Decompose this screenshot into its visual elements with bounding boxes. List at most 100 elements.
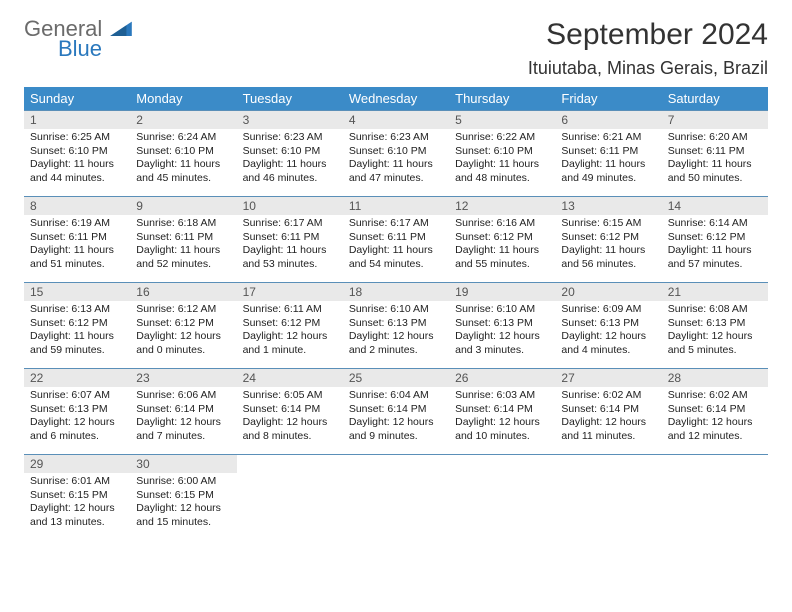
daylight-text: Daylight: 11 hours and 51 minutes. — [30, 244, 124, 271]
sunset-text: Sunset: 6:10 PM — [349, 145, 443, 159]
logo-text: General Blue — [24, 18, 132, 60]
calendar-day-cell: 20Sunrise: 6:09 AMSunset: 6:13 PMDayligh… — [555, 283, 661, 369]
sunrise-text: Sunrise: 6:17 AM — [349, 217, 443, 231]
weekday-header: Tuesday — [237, 87, 343, 111]
page-title: September 2024 — [528, 18, 768, 52]
sunrise-text: Sunrise: 6:13 AM — [30, 303, 124, 317]
day-info: Sunrise: 6:21 AMSunset: 6:11 PMDaylight:… — [555, 129, 661, 190]
calendar-day-cell — [662, 455, 768, 541]
logo-word2: Blue — [58, 38, 132, 60]
sunset-text: Sunset: 6:11 PM — [243, 231, 337, 245]
day-info: Sunrise: 6:09 AMSunset: 6:13 PMDaylight:… — [555, 301, 661, 362]
day-info: Sunrise: 6:17 AMSunset: 6:11 PMDaylight:… — [343, 215, 449, 276]
day-number: 26 — [449, 369, 555, 387]
sunrise-text: Sunrise: 6:20 AM — [668, 131, 762, 145]
sunrise-text: Sunrise: 6:02 AM — [668, 389, 762, 403]
calendar-day-cell — [237, 455, 343, 541]
sunset-text: Sunset: 6:14 PM — [668, 403, 762, 417]
calendar-day-cell — [555, 455, 661, 541]
day-number: 23 — [130, 369, 236, 387]
sunset-text: Sunset: 6:11 PM — [30, 231, 124, 245]
day-number: 22 — [24, 369, 130, 387]
sunrise-text: Sunrise: 6:22 AM — [455, 131, 549, 145]
day-info: Sunrise: 6:05 AMSunset: 6:14 PMDaylight:… — [237, 387, 343, 448]
day-number: 2 — [130, 111, 236, 129]
day-info: Sunrise: 6:10 AMSunset: 6:13 PMDaylight:… — [449, 301, 555, 362]
sunset-text: Sunset: 6:13 PM — [349, 317, 443, 331]
daylight-text: Daylight: 11 hours and 57 minutes. — [668, 244, 762, 271]
sunrise-text: Sunrise: 6:09 AM — [561, 303, 655, 317]
calendar-week-row: 15 Sunrise: 6:13 AM Sunset: 6:12 PM Dayligh… — [24, 283, 768, 369]
calendar-day-cell: 2Sunrise: 6:24 AMSunset: 6:10 PMDaylight… — [130, 111, 236, 197]
sunset-text: Sunset: 6:10 PM — [243, 145, 337, 159]
day-info: Sunrise: 6:20 AMSunset: 6:11 PMDaylight:… — [662, 129, 768, 190]
calendar-day-cell: 5Sunrise: 6:22 AMSunset: 6:10 PMDaylight… — [449, 111, 555, 197]
sunrise-text: Sunrise: 6:07 AM — [30, 389, 124, 403]
calendar-day-cell: 17Sunrise: 6:11 AMSunset: 6:12 PMDayligh… — [237, 283, 343, 369]
calendar-day-cell: 8Sunrise: 6:19 AMSunset: 6:11 PMDaylight… — [24, 197, 130, 283]
daylight-text: Daylight: 11 hours and 47 minutes. — [349, 158, 443, 185]
sunset-text: Sunset: 6:11 PM — [136, 231, 230, 245]
day-number: 8 — [24, 197, 130, 215]
daylight-text: Daylight: 12 hours and 9 minutes. — [349, 416, 443, 443]
calendar-week-row: 22Sunrise: 6:07 AMSunset: 6:13 PMDayligh… — [24, 369, 768, 455]
sunset-text: Sunset: 6:11 PM — [561, 145, 655, 159]
calendar-day-cell: 30Sunrise: 6:00 AMSunset: 6:15 PMDayligh… — [130, 455, 236, 541]
day-info: Sunrise: 6:08 AMSunset: 6:13 PMDaylight:… — [662, 301, 768, 362]
sunset-text: Sunset: 6:14 PM — [561, 403, 655, 417]
sunset-text: Sunset: 6:10 PM — [30, 145, 124, 159]
calendar-table: Sunday Monday Tuesday Wednesday Thursday… — [24, 87, 768, 541]
calendar-day-cell — [449, 455, 555, 541]
daylight-text: Daylight: 12 hours and 2 minutes. — [349, 330, 443, 357]
day-info: Sunrise: 6:02 AMSunset: 6:14 PMDaylight:… — [662, 387, 768, 448]
daylight-text: Daylight: 12 hours and 4 minutes. — [561, 330, 655, 357]
calendar-day-cell: 24Sunrise: 6:05 AMSunset: 6:14 PMDayligh… — [237, 369, 343, 455]
day-number: 21 — [662, 283, 768, 301]
day-info: Sunrise: 6:23 AMSunset: 6:10 PMDaylight:… — [343, 129, 449, 190]
sunrise-text: Sunrise: 6:01 AM — [30, 475, 124, 489]
daylight-text: Daylight: 11 hours and 53 minutes. — [243, 244, 337, 271]
sunset-text: Sunset: 6:12 PM — [243, 317, 337, 331]
sunrise-text: Sunrise: 6:04 AM — [349, 389, 443, 403]
day-number: 17 — [237, 283, 343, 301]
weekday-header: Friday — [555, 87, 661, 111]
weekday-header: Thursday — [449, 87, 555, 111]
day-info: Sunrise: 6:25 AMSunset: 6:10 PMDaylight:… — [24, 129, 130, 190]
sunset-text: Sunset: 6:14 PM — [455, 403, 549, 417]
daylight-text: Daylight: 12 hours and 13 minutes. — [30, 502, 124, 529]
sunset-text: Sunset: 6:13 PM — [30, 403, 124, 417]
day-number: 9 — [130, 197, 236, 215]
daylight-text: Daylight: 12 hours and 5 minutes. — [668, 330, 762, 357]
calendar-day-cell: 11Sunrise: 6:17 AMSunset: 6:11 PMDayligh… — [343, 197, 449, 283]
daylight-text: Daylight: 12 hours and 8 minutes. — [243, 416, 337, 443]
calendar-day-cell: 25Sunrise: 6:04 AMSunset: 6:14 PMDayligh… — [343, 369, 449, 455]
day-info: Sunrise: 6:19 AMSunset: 6:11 PMDaylight:… — [24, 215, 130, 276]
day-number: 27 — [555, 369, 661, 387]
day-number: 4 — [343, 111, 449, 129]
calendar-day-cell: 27Sunrise: 6:02 AMSunset: 6:14 PMDayligh… — [555, 369, 661, 455]
sunset-text: Sunset: 6:14 PM — [243, 403, 337, 417]
day-number: 3 — [237, 111, 343, 129]
logo: General Blue — [24, 18, 132, 60]
daylight-text: Daylight: 11 hours and 48 minutes. — [455, 158, 549, 185]
weekday-header: Sunday — [24, 87, 130, 111]
day-number: 28 — [662, 369, 768, 387]
daylight-text: Daylight: 11 hours and 59 minutes. — [30, 330, 124, 357]
sunset-text: Sunset: 6:11 PM — [349, 231, 443, 245]
sunrise-text: Sunrise: 6:14 AM — [668, 217, 762, 231]
daylight-text: Daylight: 12 hours and 7 minutes. — [136, 416, 230, 443]
sunrise-text: Sunrise: 6:03 AM — [455, 389, 549, 403]
day-info: Sunrise: 6:04 AMSunset: 6:14 PMDaylight:… — [343, 387, 449, 448]
calendar-week-row: 1Sunrise: 6:25 AMSunset: 6:10 PMDaylight… — [24, 111, 768, 197]
sunrise-text: Sunrise: 6:17 AM — [243, 217, 337, 231]
calendar-day-cell: 19Sunrise: 6:10 AMSunset: 6:13 PMDayligh… — [449, 283, 555, 369]
day-number: 10 — [237, 197, 343, 215]
calendar-day-cell: 3Sunrise: 6:23 AMSunset: 6:10 PMDaylight… — [237, 111, 343, 197]
daylight-text: Daylight: 12 hours and 6 minutes. — [30, 416, 124, 443]
sunrise-text: Sunrise: 6:24 AM — [136, 131, 230, 145]
day-number: 13 — [555, 197, 661, 215]
sunrise-text: Sunrise: 6:19 AM — [30, 217, 124, 231]
sunrise-text: Sunrise: 6:18 AM — [136, 217, 230, 231]
day-number: 15 — [24, 283, 130, 301]
sunset-text: Sunset: 6:14 PM — [349, 403, 443, 417]
